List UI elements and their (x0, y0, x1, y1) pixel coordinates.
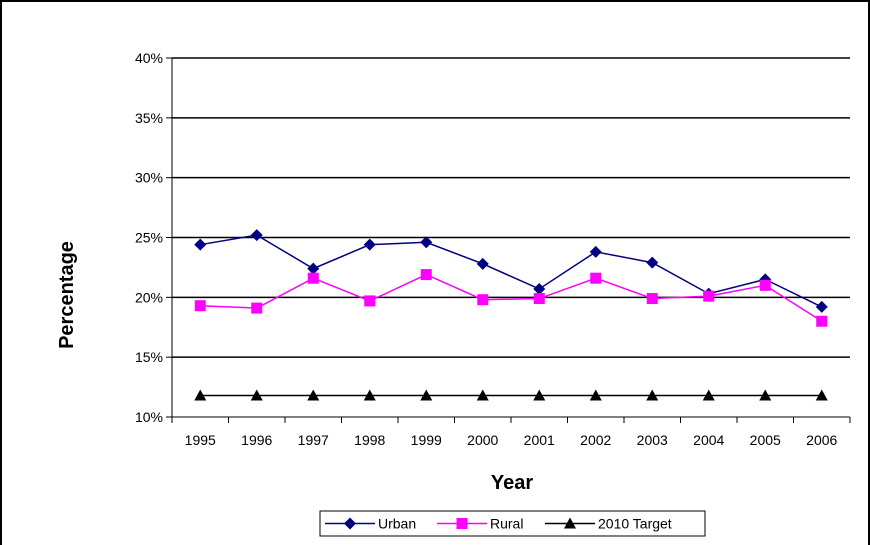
square-marker (703, 290, 715, 302)
diamond-marker (815, 300, 828, 313)
x-tick-label: 1995 (185, 432, 216, 448)
series (194, 229, 828, 401)
x-tick-label: 1996 (241, 432, 272, 448)
triangle-marker (307, 389, 320, 401)
square-marker (420, 269, 432, 281)
y-tick-label: 35% (135, 110, 163, 126)
x-tick-label: 2000 (467, 432, 498, 448)
diamond-marker (476, 257, 489, 270)
square-marker (477, 294, 489, 306)
square-marker (251, 302, 263, 314)
triangle-marker (702, 389, 715, 401)
y-tick-label: 40% (135, 50, 163, 66)
legend: Urban Rural 2010 Target (319, 510, 706, 537)
diamond-marker (194, 238, 207, 251)
square-marker (816, 315, 828, 327)
legend-label: Rural (490, 516, 523, 532)
y-tick-label: 15% (135, 349, 163, 365)
axes: 10% 15% 20% 25% 30% 35% 40% 1995 1996 1997 1998 199… (135, 50, 851, 448)
x-tick-label: 2004 (693, 432, 724, 448)
diamond-marker (646, 256, 659, 269)
triangle-marker (194, 389, 207, 401)
y-axis-title: Percentage (56, 241, 78, 349)
x-tick-label: 1998 (354, 432, 385, 448)
triangle-marker (476, 389, 489, 401)
series-line (200, 273, 823, 322)
triangle-marker (589, 389, 602, 401)
diamond-marker (589, 245, 602, 258)
diamond-marker (363, 238, 376, 251)
square-marker (646, 293, 658, 305)
x-axis-title: Year (491, 472, 533, 494)
triangle-marker (815, 389, 828, 401)
gridlines (172, 57, 850, 358)
triangle-marker (759, 389, 772, 401)
triangle-marker (533, 389, 546, 401)
triangle-marker (564, 517, 576, 529)
diamond-marker (250, 229, 263, 242)
legend-box (319, 510, 706, 537)
square-marker (194, 300, 206, 312)
diamond-marker (307, 262, 320, 275)
x-tick-label: 2003 (637, 432, 668, 448)
square-marker (533, 293, 545, 305)
diamond-marker (533, 282, 546, 295)
x-tick-label: 2001 (524, 432, 555, 448)
x-tick-label: 1997 (298, 432, 329, 448)
x-tick-label: 2006 (806, 432, 837, 448)
square-marker (307, 272, 319, 284)
diamond-marker (420, 236, 433, 249)
y-tick-label: 30% (135, 170, 163, 186)
square-marker (759, 279, 771, 291)
legend-label: 2010 Target (598, 516, 672, 532)
triangle-marker (646, 389, 659, 401)
series-line (200, 234, 823, 308)
y-tick-label: 25% (135, 230, 163, 246)
triangle-marker (250, 389, 263, 401)
y-tick-label: 10% (135, 409, 163, 425)
diamond-marker (344, 517, 356, 530)
x-tick-label: 1999 (411, 432, 442, 448)
square-marker (590, 272, 602, 284)
legend-label: Urban (378, 516, 416, 532)
triangle-marker (363, 389, 376, 401)
x-tick-label: 2005 (750, 432, 781, 448)
x-tick-label: 2002 (580, 432, 611, 448)
square-marker (456, 518, 468, 529)
square-marker (364, 295, 376, 307)
triangle-marker (420, 389, 433, 401)
y-tick-label: 20% (135, 289, 163, 305)
